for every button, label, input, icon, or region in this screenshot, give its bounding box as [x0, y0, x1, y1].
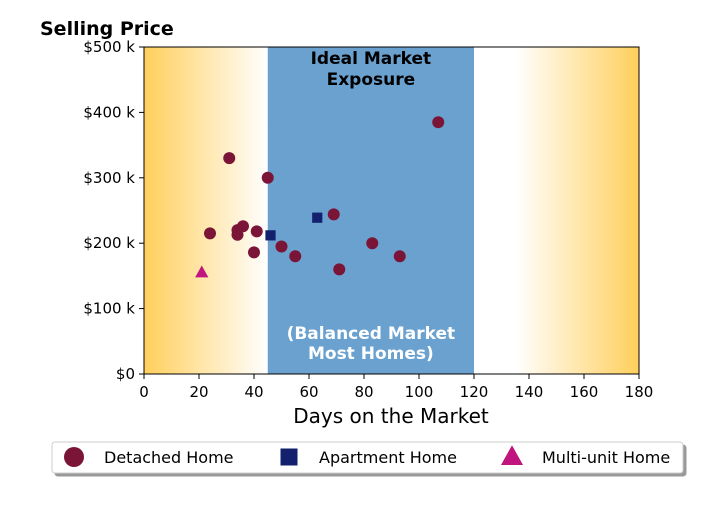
detached-home-point	[261, 171, 274, 184]
detached-home-point	[231, 228, 244, 241]
detached-home-point	[327, 208, 340, 221]
detached-home-point	[204, 227, 216, 240]
legend-marker-apartment-home	[280, 448, 298, 466]
x-tick-label: 40	[244, 383, 263, 401]
ideal-exposure-band	[267, 47, 474, 374]
y-tick-label: $100 k	[83, 300, 135, 318]
y-axis: $0 $100 k $200 k $300 k $400 k $500 k	[83, 38, 144, 383]
apartment-home-point	[265, 230, 276, 241]
apartment-home-point	[312, 212, 323, 223]
x-tick-label: 140	[515, 383, 544, 401]
band-label-bottom-line: Most Homes)	[308, 344, 434, 364]
legend-marker-multi-unit-home	[500, 445, 524, 465]
detached-home-point	[432, 116, 445, 129]
detached-home-point	[393, 250, 406, 263]
x-tick-label: 0	[139, 383, 149, 401]
x-tick-label: 120	[460, 383, 489, 401]
detached-home-point	[237, 220, 249, 233]
y-tick-label: $500 k	[83, 38, 135, 56]
multi-unit-home-point	[195, 265, 209, 278]
chart-title: Selling Price	[40, 18, 174, 40]
x-tick-label: 60	[299, 383, 318, 401]
legend-label-multi-unit-home: Multi-unit Home	[542, 448, 670, 467]
detached-home-point	[223, 152, 236, 165]
legend-label-detached-home: Detached Home	[104, 448, 234, 467]
plot-frame	[143, 46, 640, 375]
x-tick-label: 180	[625, 383, 654, 401]
legend-box	[51, 441, 684, 474]
detached-home-point	[289, 250, 302, 263]
detached-home-point	[366, 237, 379, 250]
band-label-bottom-line: (Balanced Market	[287, 324, 456, 344]
y-tick-label: $0	[116, 365, 135, 383]
legend-marker-detached-home	[64, 447, 84, 467]
x-tick-label: 100	[405, 383, 434, 401]
y-tick-label: $300 k	[83, 169, 135, 187]
detached-home-point	[248, 246, 260, 259]
x-tick-label: 160	[570, 383, 599, 401]
band-label-top-line: Ideal Market	[311, 49, 432, 69]
legend-label-apartment-home: Apartment Home	[319, 448, 457, 467]
detached-home-point	[250, 225, 263, 238]
detached-home-point	[333, 263, 346, 276]
legend: Detached Home Apartment Home Multi-unit Ho…	[51, 441, 684, 474]
y-tick-label: $400 k	[83, 103, 135, 121]
y-tick-label: $200 k	[83, 234, 135, 252]
x-axis-title: Days on the Market	[293, 404, 489, 428]
x-axis: 0 20 40 60 80 100 120 140 160 180	[139, 374, 653, 401]
band-label-top-line: Exposure	[327, 70, 416, 90]
x-tick-label: 20	[189, 383, 208, 401]
detached-home-point	[275, 240, 288, 253]
x-tick-label: 80	[354, 383, 373, 401]
